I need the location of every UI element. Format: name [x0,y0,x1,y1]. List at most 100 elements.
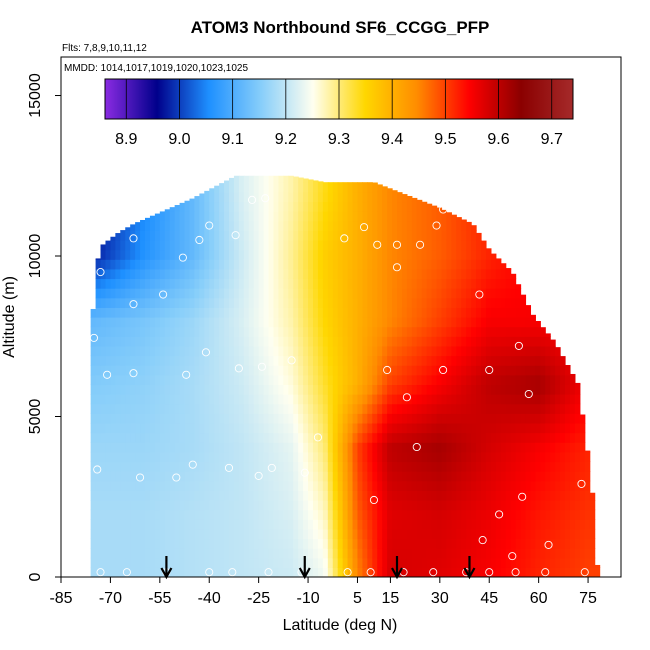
heatmap-cell [145,217,151,222]
heatmap-cell [441,567,448,577]
heatmap-cell [243,278,250,289]
heatmap-cell [446,403,452,414]
heatmap-cell [100,567,107,577]
heatmap-cell [145,278,151,289]
heatmap-cell [337,567,344,577]
heatmap-cell [105,499,112,511]
heatmap-cell [248,230,255,241]
sample-point [412,442,421,452]
heatmap-cell [397,317,403,328]
heatmap-cell [357,567,364,577]
heatmap-cell [293,471,299,482]
heatmap-cell [298,384,304,395]
heatmap-cell [115,519,121,530]
heatmap-cell [421,230,428,241]
heatmap-cell [367,191,373,203]
heatmap-cell [184,365,191,376]
heatmap-cell [253,268,260,280]
heatmap-cell [313,365,319,376]
heatmap-cell [100,451,107,463]
heatmap-cell [90,519,97,530]
heatmap-cell [372,403,378,414]
heatmap-cell [520,317,527,328]
heatmap-cell [199,288,205,299]
heatmap-cell [219,201,225,212]
heatmap-cell [337,509,344,520]
heatmap-cell [233,211,240,222]
heatmap-cell [199,307,205,318]
heatmap-cell [505,480,512,491]
heatmap-cell [120,413,126,424]
heatmap-cell [342,422,349,434]
heatmap-cell [560,413,566,424]
heatmap-cell [273,394,280,405]
heatmap-cell [233,384,240,395]
heatmap-cell [397,268,403,280]
heatmap-cell [525,307,532,318]
heatmap-cell [125,288,131,299]
heatmap-cell [219,326,225,337]
heatmap-cell [332,278,339,289]
heatmap-cell [238,509,245,520]
heatmap-cell [149,384,156,395]
heatmap-cell [500,538,507,549]
heatmap-cell [535,326,541,337]
heatmap-cell [303,297,309,308]
heatmap-cell [406,403,413,414]
heatmap-cell [199,461,205,472]
heatmap-cell [140,384,146,395]
heatmap-cell [545,567,551,577]
heatmap-cell [416,509,423,520]
heatmap-cell [510,336,517,347]
sample-point [136,473,145,482]
heatmap-cell [446,239,452,251]
heatmap-cell [189,442,196,453]
heatmap-cell [322,528,329,540]
heatmap-cell [135,230,141,241]
heatmap-cell [243,182,250,193]
heatmap-cell [278,345,284,357]
heatmap-cell [436,384,443,395]
heatmap-cell [401,345,408,357]
heatmap-cell [392,288,398,299]
heatmap-cell [362,413,368,424]
heatmap-cell [303,548,309,559]
heatmap-cell [505,548,512,559]
heatmap-cell [431,230,438,241]
heatmap-cell [421,480,428,491]
heatmap-cell [293,307,299,318]
heatmap-cell [446,355,452,366]
heatmap-cell [456,528,462,540]
heatmap-cell [204,451,210,463]
sample-point [195,235,204,245]
sample-point [514,341,523,350]
heatmap-cell [258,480,265,491]
heatmap-cell [214,211,220,222]
heatmap-cell [485,519,492,530]
heatmap-cell [397,326,403,337]
heatmap-cell [584,499,591,511]
heatmap-cell [525,557,532,568]
sample-point [392,263,402,272]
heatmap-cell [308,442,314,453]
heatmap-cell [406,567,413,577]
heatmap-cell [238,432,245,443]
heatmap-cell [322,461,329,472]
heatmap-cell [169,288,176,299]
heatmap-cell [268,557,275,568]
heatmap-cell [332,548,339,559]
heatmap-cell [135,326,141,337]
heatmap-cell [105,442,112,453]
heatmap-cell [159,220,166,231]
heatmap-cell [387,191,393,203]
heatmap-cell [248,499,255,511]
heatmap-cell [154,471,161,482]
heatmap-cell [268,278,275,289]
heatmap-cell [337,355,344,366]
heatmap-cell [219,528,225,540]
heatmap-cell [490,509,497,520]
heatmap-cell [461,451,467,463]
heatmap-cell [397,499,403,511]
heatmap-cell [174,538,181,549]
heatmap-cell [372,191,378,203]
